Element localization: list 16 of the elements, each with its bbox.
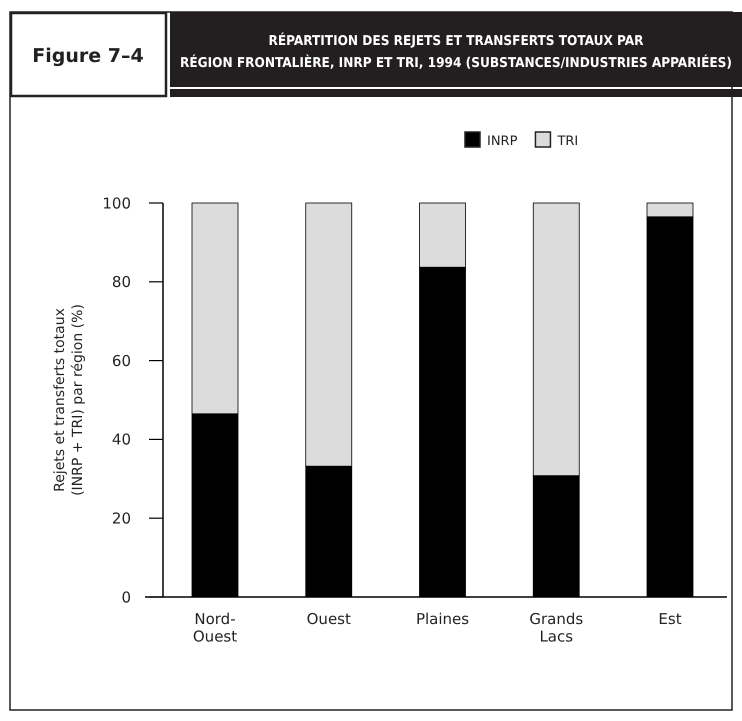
y-tick-label: 20	[112, 509, 131, 528]
y-axis-title: Rejets et transferts totaux (INRP + TRI) par région (%)	[52, 304, 86, 496]
x-tick-label: Est	[658, 610, 682, 628]
legend-label: TRI	[556, 134, 578, 149]
x-tick-label: Plaines	[416, 610, 470, 628]
y-tick-label: 80	[112, 273, 131, 292]
y-tick-label: 0	[121, 588, 131, 606]
x-tick-label: Grands Lacs	[529, 610, 584, 646]
y-tick-label: 40	[112, 430, 131, 449]
chart-title: RÉPARTITION DES REJETS ET TRANSFERTS TOTAUX PAR RÉGION FRONTALIÈRE, INRP ET TRI, 1994 (SUBSTANCES/INDUSTRIES APPARIÉES)	[180, 32, 732, 71]
y-tick-label: 100	[102, 194, 131, 212]
y-tick-label: 60	[112, 352, 131, 370]
legend-label: INRP	[487, 134, 518, 149]
x-tick-label: Nord-Ouest	[192, 610, 238, 646]
x-tick-label: Ouest	[306, 610, 351, 628]
chart-subtitle: Figure 7–4	[32, 45, 144, 67]
